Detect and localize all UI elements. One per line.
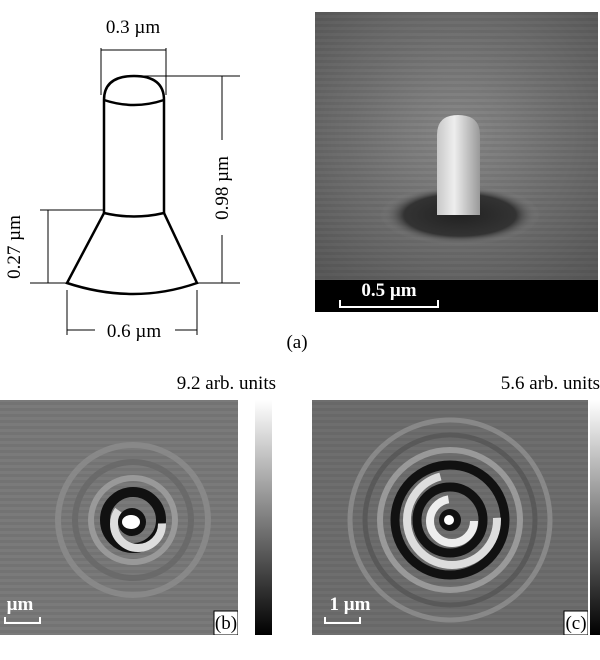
panel-b-label: (b) — [215, 613, 237, 634]
figure: 0.3 µm 0.98 µm 0.27 µm 0.6 µm 0.5 µm (a)… — [0, 0, 600, 660]
sem-scale-label: 0.5 µm — [361, 280, 416, 301]
sem-image — [315, 12, 598, 312]
colorbar-b — [255, 400, 272, 635]
base-width-label: 0.6 µm — [107, 321, 161, 342]
height-label: 0.98 µm — [212, 156, 233, 220]
colorbar-max-b: 9.2 arb. units — [177, 373, 276, 394]
image-b — [0, 400, 238, 635]
scale-label-b: µm — [7, 594, 34, 615]
base-height-label: 0.27 µm — [4, 215, 25, 279]
top-width-label: 0.3 µm — [106, 17, 160, 38]
scale-label-c: 1 µm — [329, 594, 370, 615]
colorbar-max-c: 5.6 arb. units — [501, 373, 600, 394]
panel-c-label: (c) — [565, 613, 586, 634]
colorbar-c — [590, 400, 600, 635]
pillar-schematic — [30, 48, 240, 335]
panel-a-label: (a) — [286, 332, 307, 353]
